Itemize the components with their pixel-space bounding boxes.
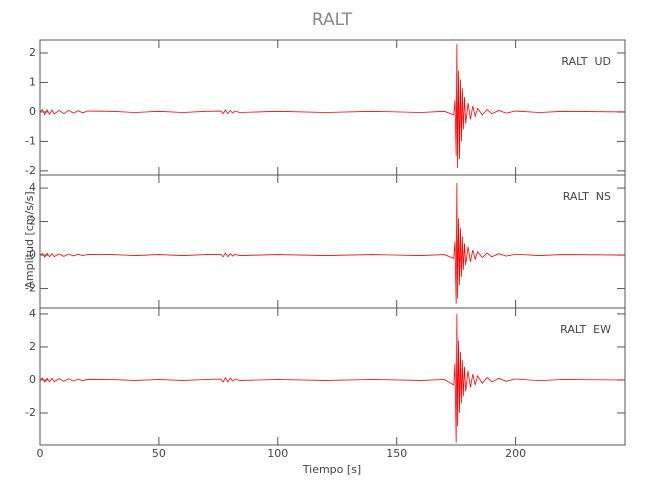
- trace: [39, 183, 626, 304]
- x-tick-label: 100: [267, 447, 288, 460]
- y-tick-label: 0: [29, 248, 36, 261]
- trace: [39, 44, 626, 168]
- panel-frame: [39, 307, 626, 446]
- y-tick-label: 2: [29, 340, 36, 353]
- x-tick-label: 0: [37, 447, 44, 460]
- y-tick-label: 1: [29, 75, 36, 88]
- y-tick-label: 0: [29, 373, 36, 386]
- x-tick-label: 150: [386, 447, 407, 460]
- panel-frame: [39, 174, 626, 309]
- y-tick-label: -2: [25, 406, 36, 419]
- y-tick-label: 2: [29, 215, 36, 228]
- y-tick-label: -2: [25, 164, 36, 177]
- chart-title: RALT: [312, 10, 353, 30]
- trace-label: RALT UD: [561, 55, 611, 68]
- trace: [39, 313, 626, 443]
- x-tick-label: 200: [505, 447, 526, 460]
- y-tick-label: 4: [29, 307, 36, 320]
- y-tick-label: -1: [25, 134, 36, 147]
- y-tick-label: -2: [25, 282, 36, 295]
- trace-label: RALT NS: [563, 190, 611, 203]
- x-axis-label: Tiempo [s]: [302, 463, 361, 476]
- y-tick-label: 2: [29, 46, 36, 59]
- y-tick-label: 4: [29, 181, 36, 194]
- y-tick-label: 0: [29, 105, 36, 118]
- x-tick-label: 50: [152, 447, 166, 460]
- y-axis-label: Amplitud [cm/s/s]: [23, 191, 36, 288]
- trace-label: RALT EW: [560, 323, 611, 336]
- panel-frame: [39, 39, 626, 176]
